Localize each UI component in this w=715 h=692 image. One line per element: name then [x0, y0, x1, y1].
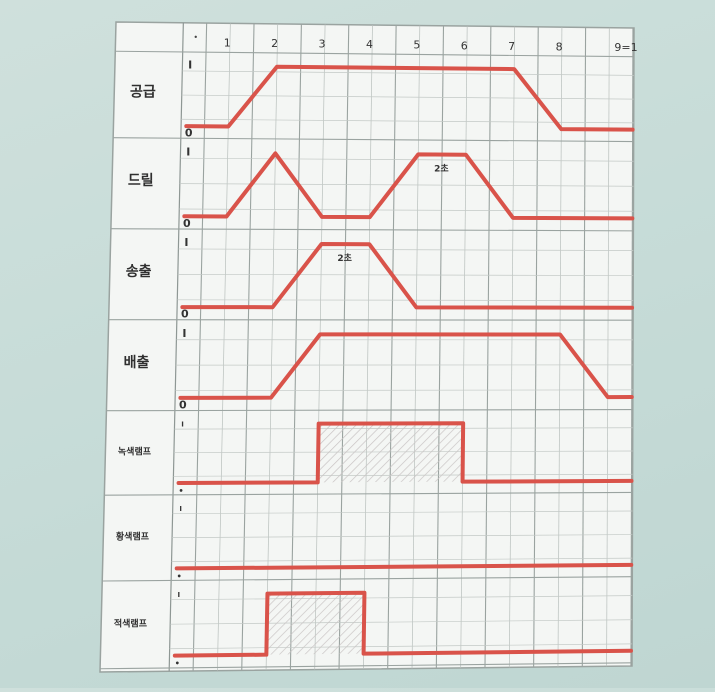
- step-number: 4: [366, 38, 373, 51]
- high-mark: I: [179, 505, 182, 513]
- duration-annotation: 2초: [434, 163, 449, 174]
- low-mark: •: [175, 659, 180, 668]
- low-mark: 0: [179, 398, 187, 411]
- low-mark: •: [177, 572, 182, 581]
- high-mark: I: [184, 236, 188, 249]
- step-number: 5: [413, 39, 420, 52]
- low-mark: 0: [181, 308, 189, 321]
- high-mark: I: [182, 327, 186, 340]
- lamp-on-shade: [318, 423, 463, 482]
- low-mark: 0: [183, 217, 191, 230]
- row-label: 공급: [130, 84, 156, 100]
- low-mark: 0: [185, 127, 193, 140]
- row-label: 송출: [126, 263, 152, 280]
- lamp-on-shade: [266, 593, 364, 655]
- step-number: 9=1: [614, 41, 637, 54]
- high-mark: I: [188, 59, 192, 72]
- row-label: 배출: [124, 354, 150, 371]
- high-mark: I: [186, 145, 190, 158]
- step-number: 8: [556, 40, 563, 53]
- low-mark: •: [178, 486, 183, 495]
- row-label: 적색램프: [114, 617, 148, 629]
- high-mark: I: [178, 591, 181, 599]
- step-number: 7: [508, 40, 515, 53]
- high-mark: I: [181, 421, 184, 429]
- row-label: 드릴: [128, 173, 154, 189]
- step-number: 6: [461, 39, 468, 52]
- row-label: 황색램프: [116, 531, 150, 543]
- step-number: 3: [319, 38, 326, 51]
- duration-annotation: 2초: [337, 253, 352, 264]
- header-mark: •: [193, 33, 198, 42]
- row-label: 녹색램프: [118, 446, 152, 458]
- step-number: 2: [271, 37, 278, 50]
- step-number: 1: [224, 37, 231, 50]
